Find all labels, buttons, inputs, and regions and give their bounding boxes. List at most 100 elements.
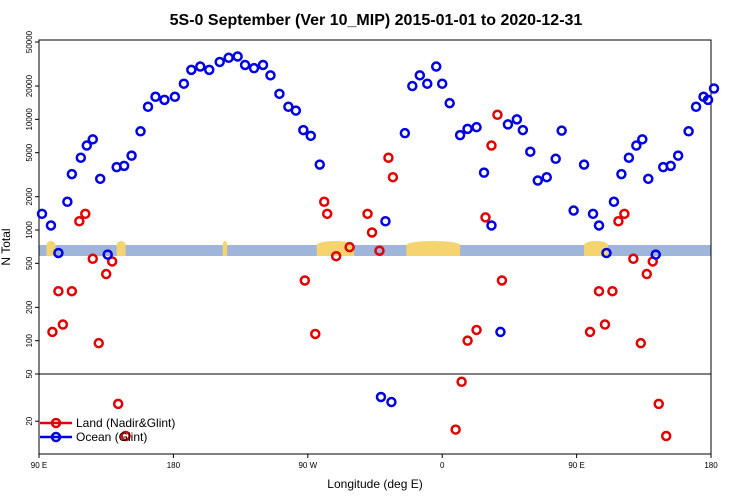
x-tick-label: 180 — [167, 461, 181, 470]
ocean-point — [454, 129, 466, 141]
legend-marker-land — [50, 417, 62, 429]
ocean-point — [118, 160, 130, 172]
y-tick-label: 200 — [25, 300, 34, 314]
ocean-point — [36, 208, 48, 220]
ocean-point — [593, 220, 605, 231]
ocean-point — [517, 124, 529, 136]
legend: Land (Nadir&Glint) Ocean (Glint) — [40, 416, 175, 444]
land-point — [318, 196, 330, 208]
ocean-point — [290, 105, 302, 116]
land-point — [607, 285, 618, 297]
ocean-point — [94, 173, 106, 185]
ocean-point — [386, 396, 397, 408]
land-point — [120, 430, 131, 442]
ocean-point — [444, 97, 455, 109]
ocean-point — [578, 159, 590, 170]
ocean-point — [135, 126, 146, 137]
land-point — [383, 152, 394, 163]
ocean-point — [186, 64, 197, 76]
ocean-point — [702, 94, 714, 106]
ocean-point — [142, 101, 154, 112]
ocean-point — [511, 114, 523, 125]
ocean-point — [305, 130, 317, 142]
ocean-point — [616, 168, 627, 180]
x-axis-label: Longitude (deg E) — [327, 477, 422, 491]
chart-title: 5S-0 September (Ver 10_MIP) 2015-01-01 t… — [170, 12, 583, 29]
ocean-point — [232, 51, 243, 62]
land-point — [613, 216, 624, 227]
land-band-segment — [406, 245, 461, 256]
y-tick-label: 5000 — [25, 143, 34, 161]
ocean-point — [45, 220, 57, 231]
land-point — [471, 324, 482, 336]
ocean-point — [248, 62, 260, 74]
land-point — [660, 430, 672, 442]
ocean-point — [550, 153, 561, 165]
land-point — [496, 275, 508, 286]
land-band-segment — [116, 245, 126, 256]
ocean-point — [81, 140, 93, 151]
ocean-point — [708, 83, 720, 94]
land-point — [641, 268, 653, 280]
data-points — [36, 51, 720, 442]
land-point — [593, 285, 605, 297]
land-point — [74, 216, 85, 227]
ocean-point — [608, 196, 620, 208]
ocean-point — [414, 70, 426, 81]
plot-frame — [38, 39, 712, 455]
y-tick-label: 50 — [25, 369, 34, 378]
land-band-bump — [46, 241, 56, 249]
ocean-point — [223, 52, 234, 64]
y-axis-label: N Total — [0, 228, 13, 265]
land-point — [93, 337, 104, 349]
ocean-point — [430, 61, 442, 72]
ocean-point — [502, 119, 514, 130]
ocean-point — [462, 123, 473, 135]
ocean-point — [623, 152, 635, 163]
ocean-point — [672, 150, 684, 161]
ocean-point — [214, 56, 225, 68]
ocean-point — [637, 134, 648, 145]
ocean-point — [478, 167, 490, 178]
ocean-point — [399, 127, 411, 139]
ocean-point — [407, 80, 418, 92]
legend-label-land: Land (Nadir&Glint) — [76, 416, 175, 430]
land-band-bump — [116, 241, 126, 249]
land-band-bump — [222, 241, 228, 249]
land-point — [450, 424, 461, 435]
ocean-point — [126, 150, 137, 161]
land-point — [387, 171, 399, 183]
land-point — [619, 208, 630, 220]
ocean-point — [298, 124, 309, 136]
ocean-point — [178, 78, 190, 89]
land-point — [310, 328, 321, 340]
land-point — [366, 227, 378, 238]
ocean-point — [314, 159, 325, 170]
land-point — [492, 109, 503, 121]
land-band-bump — [406, 241, 461, 249]
land-point — [486, 140, 497, 151]
ocean-point — [631, 140, 642, 151]
land-point — [100, 268, 112, 280]
ocean-point — [169, 91, 181, 103]
land-point — [112, 398, 124, 410]
land-point — [628, 253, 639, 265]
ocean-point — [665, 160, 676, 172]
land-point — [321, 208, 333, 220]
legend-marker-ocean — [50, 431, 62, 443]
land-point — [599, 319, 611, 330]
ocean-point — [257, 59, 269, 71]
x-tick-label: 0 — [440, 461, 445, 470]
ocean-point — [541, 171, 552, 183]
ocean-point — [471, 121, 482, 133]
land-point — [299, 275, 311, 286]
land-point — [47, 326, 58, 338]
legend-label-ocean: Ocean (Glint) — [76, 430, 147, 444]
x-tick-label: 90 E — [568, 461, 584, 470]
land-point — [106, 256, 118, 267]
ocean-point — [650, 249, 661, 260]
ocean-point — [525, 146, 536, 157]
ocean-point — [62, 196, 73, 208]
ocean-point — [495, 326, 506, 338]
